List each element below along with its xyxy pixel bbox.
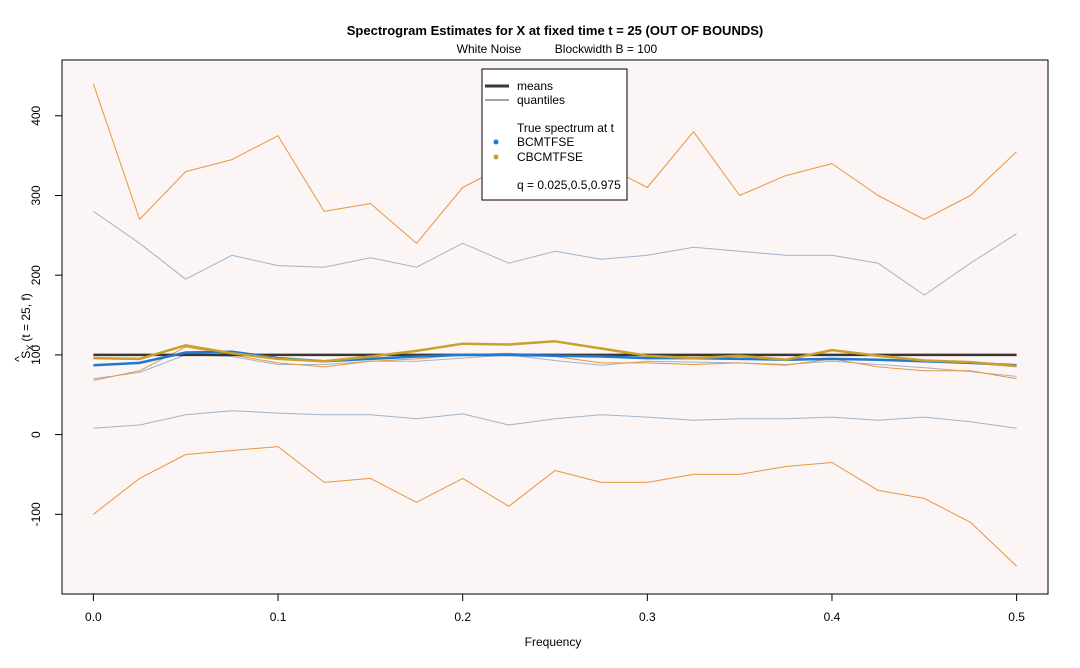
legend-box <box>481 68 628 201</box>
series-bcmtfse-q-0-975 <box>93 210 1017 296</box>
legend-q-label: q = 0.025,0.5,0.975 <box>517 178 621 192</box>
y-tick-label: -100 <box>29 502 43 526</box>
chart-subtitle-blockwidth: Blockwidth B = 100 <box>555 42 658 56</box>
svg-text:SX(t = 25, f): SX (t = 25, f) <box>19 293 35 358</box>
legend-cbc-label: CBCMTFSE <box>517 150 583 164</box>
chart-title: Spectrogram Estimates for X at fixed tim… <box>347 23 763 38</box>
chart-subtitle-process: White Noise <box>457 42 522 56</box>
y-axis-label-subscript: X <box>25 345 35 351</box>
legend: means quantiles True spectrum at t BCMTF… <box>481 68 628 201</box>
x-tick-label: 0.3 <box>639 610 656 624</box>
series-cbcmtfse <box>93 340 1017 368</box>
y-axis: -100 0 100 200 300 400 <box>29 105 63 526</box>
legend-bc-label: BCMTFSE <box>517 135 574 149</box>
series-bcmtfse-q-0-025 <box>93 410 1017 429</box>
series-bcmtfse <box>93 350 1017 367</box>
legend-bc-swatch <box>493 139 499 145</box>
y-axis-label-hat: ^ <box>12 356 26 362</box>
series-cbcmtfse-q-0-025 <box>93 446 1017 567</box>
x-tick-label: 0.0 <box>85 610 102 624</box>
y-tick-label: 0 <box>29 431 43 438</box>
y-tick-label: 200 <box>29 265 43 285</box>
legend-quantiles-label: quantiles <box>517 93 565 107</box>
x-axis: 0.0 0.1 0.2 0.3 0.4 0.5 <box>85 593 1025 624</box>
y-axis-label-args: (t = 25, f) <box>19 293 33 341</box>
x-axis-label: Frequency <box>525 635 582 649</box>
y-axis-label: SX (t = 25, f) ^ <box>12 293 35 362</box>
x-tick-label: 0.1 <box>270 610 287 624</box>
series-bcmtfse-q-0-5 <box>93 354 1017 380</box>
legend-means-label: means <box>517 79 553 93</box>
series-layer <box>92 83 1017 567</box>
x-tick-label: 0.5 <box>1008 610 1025 624</box>
x-tick-label: 0.4 <box>824 610 841 624</box>
legend-cbc-swatch <box>493 154 499 160</box>
y-tick-label: 100 <box>29 345 43 365</box>
legend-true-label: True spectrum at t <box>517 121 615 135</box>
y-tick-label: 300 <box>29 185 43 205</box>
x-tick-label: 0.2 <box>454 610 471 624</box>
y-axis-label-s: S <box>19 351 33 359</box>
y-tick-label: 400 <box>29 105 43 125</box>
